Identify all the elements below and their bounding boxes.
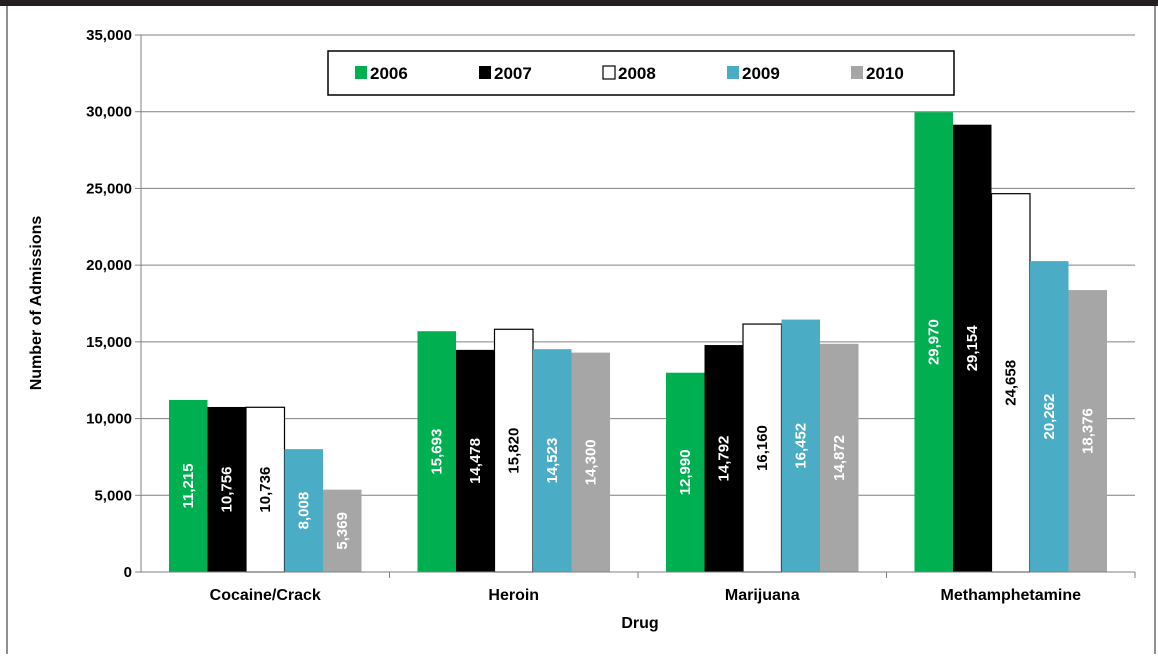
legend-swatch-2009 <box>727 66 739 79</box>
bar-2008-marijuana <box>742 323 783 573</box>
y-tick-label: 5,000 <box>94 487 132 504</box>
y-axis-title: Number of Admissions <box>28 216 45 391</box>
bar-2008-methamphetamine <box>990 193 1031 573</box>
data-label: 12,990 <box>677 449 694 495</box>
bar-2006-methamphetamine <box>914 112 953 573</box>
legend-label-2009: 2009 <box>742 64 780 83</box>
bar-2006-cocaine-crack <box>169 399 208 572</box>
data-label: 29,970 <box>926 319 943 365</box>
y-tick-label: 15,000 <box>86 334 132 351</box>
bar-2009-cocaine-crack <box>284 449 323 572</box>
data-label: 15,820 <box>506 428 523 474</box>
data-label: 24,658 <box>1003 360 1020 406</box>
y-tick-label: 35,000 <box>86 27 132 44</box>
legend-label-2008: 2008 <box>618 64 656 83</box>
x-tick-label: Heroin <box>488 587 539 604</box>
x-tick-label: Cocaine/Crack <box>210 587 321 604</box>
legend-swatch-2008 <box>602 65 616 80</box>
legend-swatch-2010 <box>851 66 863 79</box>
x-tick-label: Methamphetamine <box>941 587 1082 604</box>
y-tick-label: 25,000 <box>86 180 132 197</box>
data-label: 14,300 <box>583 439 600 485</box>
data-label: 14,523 <box>544 438 561 484</box>
x-tick-label: Marijuana <box>725 587 800 604</box>
y-tick-label: 0 <box>124 564 132 581</box>
bar-2009-heroin <box>533 349 572 572</box>
y-tick-label: 10,000 <box>86 411 132 428</box>
bar-2006-marijuana <box>666 372 705 572</box>
bar-2007-methamphetamine <box>953 124 992 573</box>
data-label: 16,160 <box>754 425 771 471</box>
data-label: 10,756 <box>219 467 236 513</box>
bar-2010-cocaine-crack <box>323 489 362 572</box>
bar-2010-marijuana <box>820 343 859 572</box>
data-label: 29,154 <box>964 325 981 372</box>
data-label: 8,008 <box>296 492 313 530</box>
data-label: 18,376 <box>1080 408 1097 454</box>
legend: 2006 2007 2008 2009 2010 <box>327 50 955 96</box>
data-label: 11,215 <box>180 463 197 508</box>
bar-2009-methamphetamine <box>1030 261 1069 572</box>
legend-swatch-2007 <box>479 66 491 79</box>
bar-2006-heroin <box>417 331 456 572</box>
data-label: 14,478 <box>467 438 484 484</box>
bar-2007-marijuana <box>704 345 743 572</box>
data-label: 10,736 <box>257 467 274 513</box>
bar-2007-heroin <box>456 349 495 572</box>
data-label: 5,369 <box>334 512 351 550</box>
data-label: 20,262 <box>1041 394 1058 440</box>
bar-2009-marijuana <box>781 319 820 572</box>
data-label: 14,872 <box>831 435 848 481</box>
legend-box <box>327 50 955 96</box>
data-label: 15,693 <box>429 429 446 475</box>
legend-label-2007: 2007 <box>494 64 532 83</box>
y-tick-label: 20,000 <box>86 257 132 274</box>
bar-2007-cocaine-crack <box>207 406 246 572</box>
x-axis-title: Drug <box>621 615 658 632</box>
y-tick-label: 30,000 <box>86 104 132 121</box>
data-label: 14,792 <box>716 436 733 482</box>
data-label: 16,452 <box>793 423 810 469</box>
bar-2010-heroin <box>571 352 610 572</box>
chart-top-bar <box>0 0 1158 6</box>
legend-swatch-2006 <box>355 66 367 79</box>
bar-2010-methamphetamine <box>1068 290 1107 572</box>
legend-label-2006: 2006 <box>370 64 408 83</box>
legend-label-2010: 2010 <box>866 64 904 83</box>
